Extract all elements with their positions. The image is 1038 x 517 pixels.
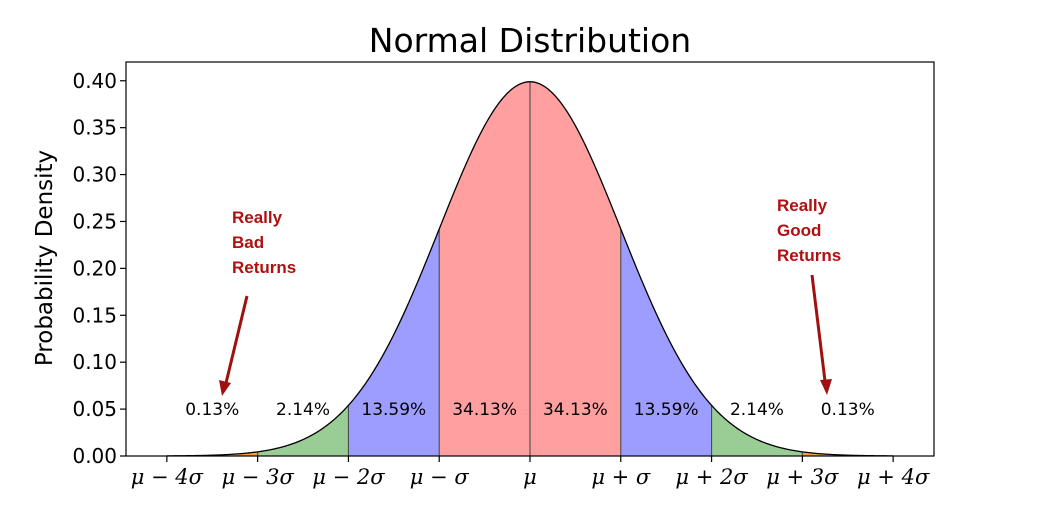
annotation-bad-line-2: Bad bbox=[232, 233, 264, 252]
y-tick-label-2: 0.10 bbox=[72, 350, 117, 374]
x-tick-label-1: μ − 3σ bbox=[221, 465, 294, 489]
y-tick-label-0: 0.00 bbox=[72, 444, 117, 468]
percent-label-7: 0.13% bbox=[821, 400, 875, 420]
band-6 bbox=[711, 405, 803, 456]
annotation-bad-line-1: Really bbox=[232, 208, 283, 227]
band-1 bbox=[257, 405, 349, 456]
percent-label-2: 13.59% bbox=[361, 400, 426, 420]
x-tick-label-6: μ + 2σ bbox=[675, 465, 748, 489]
x-tick-label-8: μ + 4σ bbox=[857, 465, 930, 489]
density-curve bbox=[166, 81, 894, 457]
x-tick-label-4: μ bbox=[523, 465, 537, 489]
sigma-dividers bbox=[257, 81, 803, 456]
annotation-good-line-3: Returns bbox=[777, 246, 841, 265]
annotation-good-arrow-shaft bbox=[810, 274, 827, 382]
x-tick-label-3: μ − σ bbox=[410, 465, 470, 489]
y-axis-ticks: 0.00 0.05 0.10 0.15 0.20 0.25 0.30 0.35 0.40 bbox=[72, 69, 126, 468]
annotation-bad-line-3: Returns bbox=[232, 258, 296, 277]
y-tick-label-1: 0.05 bbox=[72, 397, 117, 421]
percent-label-5: 13.59% bbox=[634, 400, 699, 420]
annotation-bad-arrow-head bbox=[219, 380, 231, 396]
y-tick-label-6: 0.30 bbox=[72, 163, 117, 187]
chart-title: Normal Distribution bbox=[369, 21, 691, 60]
percent-label-6: 2.14% bbox=[730, 400, 784, 420]
band-percent-labels: 0.13% 2.14% 13.59% 34.13% 34.13% 13.59% 2.14% 0… bbox=[185, 400, 875, 420]
annotation-bad-returns: Really Bad Returns bbox=[219, 208, 296, 396]
annotation-good-returns: Really Good Returns bbox=[777, 196, 841, 395]
y-axis-label: Probability Density bbox=[32, 150, 58, 366]
annotation-bad-arrow-shaft bbox=[224, 295, 249, 384]
y-tick-label-5: 0.25 bbox=[72, 209, 117, 233]
band-7 bbox=[802, 451, 894, 456]
y-tick-label-7: 0.35 bbox=[72, 116, 117, 140]
x-tick-label-0: μ − 4σ bbox=[131, 465, 204, 489]
percent-label-1: 2.14% bbox=[276, 400, 330, 420]
percent-label-3: 34.13% bbox=[452, 400, 517, 420]
y-tick-label-4: 0.20 bbox=[72, 256, 117, 280]
percent-label-4: 34.13% bbox=[543, 400, 608, 420]
x-tick-label-5: μ + σ bbox=[591, 465, 651, 489]
annotation-good-line-2: Good bbox=[777, 221, 821, 240]
x-tick-label-7: μ + 3σ bbox=[766, 465, 839, 489]
band-0 bbox=[166, 451, 258, 456]
percent-label-0: 0.13% bbox=[185, 400, 239, 420]
band-3 bbox=[439, 81, 530, 456]
band-4 bbox=[530, 81, 621, 456]
x-tick-label-2: μ − 2σ bbox=[312, 465, 385, 489]
y-tick-label-8: 0.40 bbox=[72, 69, 117, 93]
annotation-good-arrow-head bbox=[820, 379, 832, 395]
y-tick-label-3: 0.15 bbox=[72, 303, 117, 327]
x-axis-ticks: μ − 4σ μ − 3σ μ − 2σ μ − σ μ μ + σ μ + 2σ μ + 3… bbox=[131, 456, 930, 489]
annotation-good-line-1: Really bbox=[777, 196, 828, 215]
